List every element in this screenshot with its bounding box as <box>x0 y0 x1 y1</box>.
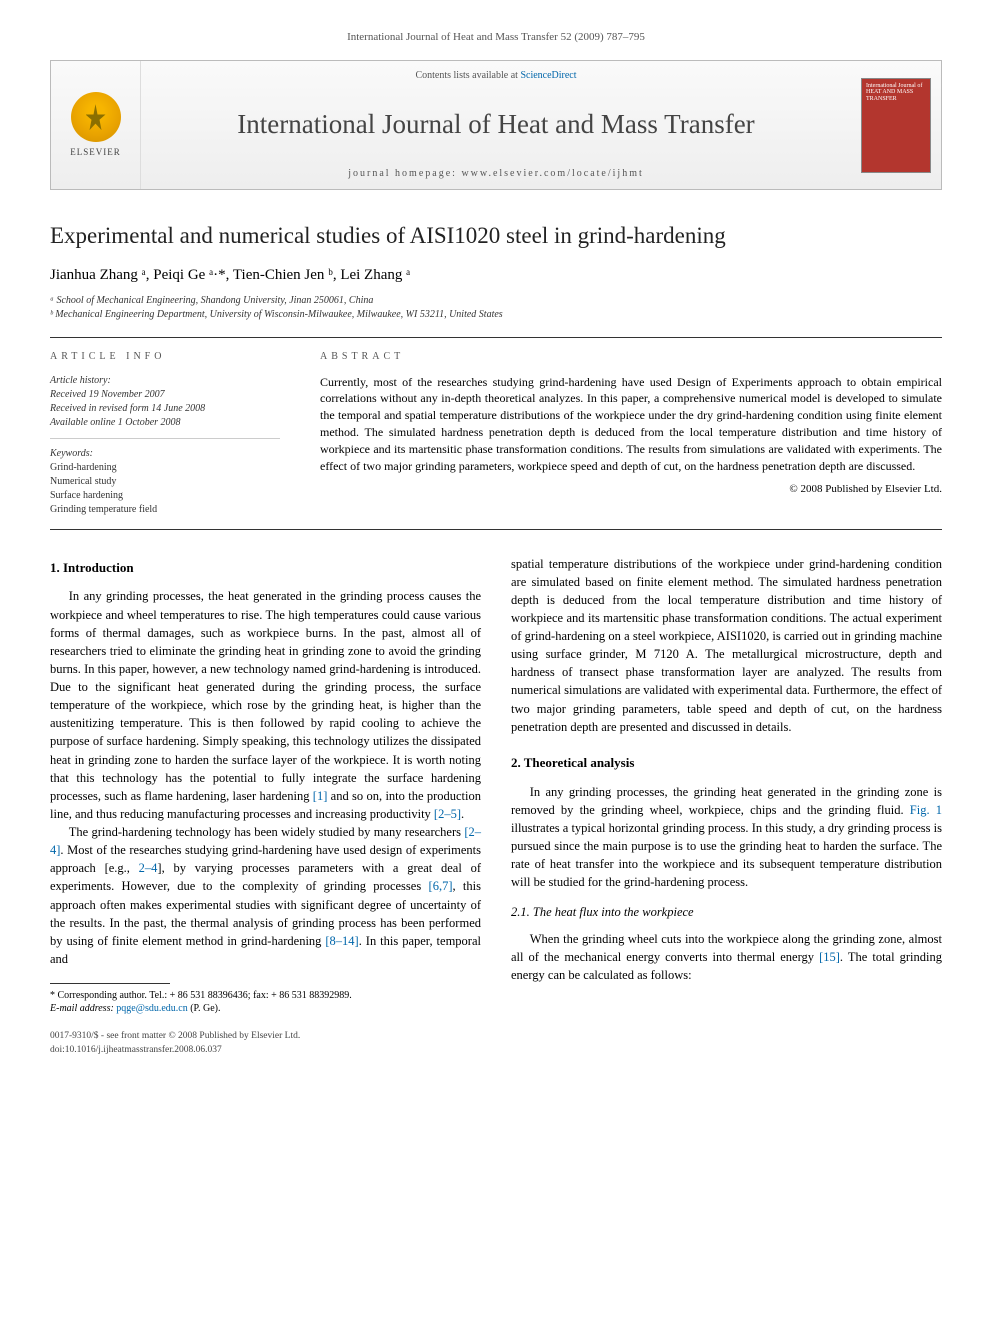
theory-heading: 2. Theoretical analysis <box>511 754 942 773</box>
keyword-item: Surface hardening <box>50 490 123 501</box>
body-paragraph: When the grinding wheel cuts into the wo… <box>511 930 942 984</box>
email-label: E-mail address: <box>50 1003 116 1014</box>
heat-flux-heading: 2.1. The heat flux into the workpiece <box>511 903 942 921</box>
text-run: illustrates a typical horizontal grindin… <box>511 821 942 889</box>
front-matter-line: 0017-9310/$ - see front matter © 2008 Pu… <box>50 1031 300 1041</box>
article-info-column: ARTICLE INFO Article history: Received 1… <box>50 350 280 517</box>
publisher-block: ELSEVIER <box>51 61 141 189</box>
body-paragraph: spatial temperature distributions of the… <box>511 555 942 736</box>
history-label: Article history: <box>50 375 111 386</box>
journal-banner: ELSEVIER Contents lists available at Sci… <box>50 60 942 190</box>
affiliation-b: ᵇ Mechanical Engineering Department, Uni… <box>50 308 942 322</box>
corresponding-author: * Corresponding author. Tel.: + 86 531 8… <box>50 989 481 1015</box>
body-paragraph: The grind-hardening technology has been … <box>50 823 481 968</box>
text-run: In any grinding processes, the grinding … <box>511 785 942 817</box>
keywords-label: Keywords: <box>50 447 280 461</box>
text-run: In any grinding processes, the heat gene… <box>50 589 481 802</box>
body-paragraph: In any grinding processes, the heat gene… <box>50 587 481 823</box>
citation-link[interactable]: [15] <box>819 950 840 964</box>
received-date: Received 19 November 2007 <box>50 389 165 400</box>
body-paragraph: In any grinding processes, the grinding … <box>511 783 942 892</box>
banner-center: Contents lists available at ScienceDirec… <box>141 61 851 189</box>
running-header: International Journal of Heat and Mass T… <box>50 30 942 45</box>
abstract-copyright: © 2008 Published by Elsevier Ltd. <box>320 482 942 497</box>
affiliations: ᵃ School of Mechanical Engineering, Shan… <box>50 294 942 322</box>
journal-homepage: journal homepage: www.elsevier.com/locat… <box>161 167 831 181</box>
citation-link[interactable]: [1] <box>313 789 328 803</box>
body-columns: 1. Introduction In any grinding processe… <box>50 555 942 1058</box>
journal-cover-thumb: International Journal of HEAT AND MASS T… <box>861 78 931 173</box>
doi-block: 0017-9310/$ - see front matter © 2008 Pu… <box>50 1030 481 1058</box>
footnote-rule <box>50 983 170 984</box>
article-title: Experimental and numerical studies of AI… <box>50 220 942 252</box>
info-abstract-row: ARTICLE INFO Article history: Received 1… <box>50 337 942 530</box>
article-history: Article history: Received 19 November 20… <box>50 374 280 439</box>
cover-block: International Journal of HEAT AND MASS T… <box>851 61 941 189</box>
article-info-label: ARTICLE INFO <box>50 350 280 364</box>
publisher-name: ELSEVIER <box>70 146 121 159</box>
figure-link[interactable]: Fig. 1 <box>910 803 942 817</box>
citation-link[interactable]: [8–14] <box>325 934 358 948</box>
journal-title: International Journal of Heat and Mass T… <box>161 106 831 144</box>
citation-link[interactable]: 2–4 <box>139 861 158 875</box>
homepage-prefix: journal homepage: <box>348 168 461 179</box>
corr-text: * Corresponding author. Tel.: + 86 531 8… <box>50 990 352 1001</box>
doi-line: doi:10.1016/j.ijheatmasstransfer.2008.06… <box>50 1045 222 1055</box>
citation-link[interactable]: [6,7] <box>429 879 453 893</box>
email-tail: (P. Ge). <box>188 1003 221 1014</box>
text-run: The grind-hardening technology has been … <box>69 825 465 839</box>
contents-prefix: Contents lists available at <box>415 70 520 81</box>
author-list: Jianhua Zhang ᵃ, Peiqi Ge ᵃ·*, Tien-Chie… <box>50 265 942 286</box>
online-date: Available online 1 October 2008 <box>50 417 181 428</box>
keyword-item: Grinding temperature field <box>50 504 157 515</box>
citation-link[interactable]: [2–5] <box>434 807 461 821</box>
keyword-item: Numerical study <box>50 476 116 487</box>
intro-heading: 1. Introduction <box>50 559 481 578</box>
keyword-item: Grind-hardening <box>50 462 117 473</box>
abstract-column: ABSTRACT Currently, most of the research… <box>320 350 942 517</box>
keywords-block: Keywords: Grind-hardening Numerical stud… <box>50 447 280 517</box>
email-link[interactable]: pqge@sdu.edu.cn <box>116 1003 187 1014</box>
abstract-label: ABSTRACT <box>320 350 942 364</box>
abstract-text: Currently, most of the researches studyi… <box>320 374 942 475</box>
elsevier-tree-icon <box>71 92 121 142</box>
sciencedirect-link[interactable]: ScienceDirect <box>520 70 576 81</box>
revised-date: Received in revised form 14 June 2008 <box>50 403 205 414</box>
homepage-url[interactable]: www.elsevier.com/locate/ijhmt <box>461 168 643 179</box>
contents-available: Contents lists available at ScienceDirec… <box>161 69 831 83</box>
affiliation-a: ᵃ School of Mechanical Engineering, Shan… <box>50 294 942 308</box>
footnote-block: * Corresponding author. Tel.: + 86 531 8… <box>50 983 481 1058</box>
